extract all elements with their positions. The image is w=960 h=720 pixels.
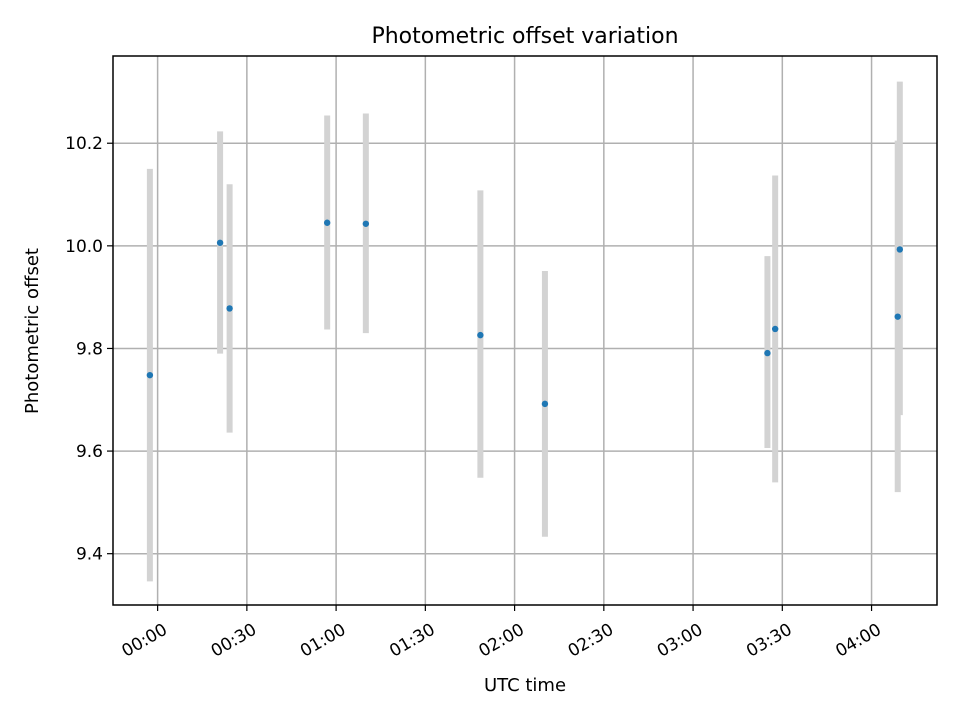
x-tick-label: 03:30 (743, 620, 795, 662)
data-point (146, 371, 154, 379)
x-tick-label: 00:30 (208, 620, 260, 662)
data-point (362, 220, 370, 227)
y-tick-label: 10.2 (65, 134, 103, 154)
y-tick-label: 9.6 (76, 442, 103, 462)
x-tick-label: 04:00 (832, 620, 884, 662)
data-point (771, 325, 779, 333)
y-tick-label: 10.0 (65, 237, 103, 257)
x-tick-label: 02:00 (475, 620, 527, 662)
y-tick-label: 9.8 (76, 339, 103, 359)
y-tick-label: 9.4 (76, 545, 103, 565)
data-point (541, 400, 549, 408)
x-tick-label: 00:00 (118, 620, 170, 662)
data-points (146, 219, 904, 408)
data-point (477, 331, 484, 339)
data-point (226, 305, 233, 312)
data-point (764, 349, 771, 357)
y-axis-ticks: 9.4 9.6 9.8 10.0 10.2 (65, 134, 113, 565)
x-tick-label: 03:00 (654, 620, 706, 662)
x-axis-ticks: 00:00 00:30 01:00 01:30 02:00 02:30 03:00 03:30… (118, 605, 885, 662)
x-tick-label: 01:30 (386, 620, 438, 662)
x-axis-label: UTC time (484, 675, 566, 696)
error-bars (146, 81, 903, 582)
y-axis-label: Photometric offset (22, 248, 43, 414)
x-tick-label: 01:00 (297, 620, 349, 662)
chart-title: Photometric offset variation (371, 24, 678, 49)
x-tick-label: 02:30 (565, 620, 617, 662)
plot-frame (112, 55, 938, 606)
data-point (896, 246, 904, 253)
data-point (216, 239, 224, 246)
grid-lines (113, 56, 937, 605)
data-point (323, 219, 331, 226)
data-point (894, 313, 901, 320)
